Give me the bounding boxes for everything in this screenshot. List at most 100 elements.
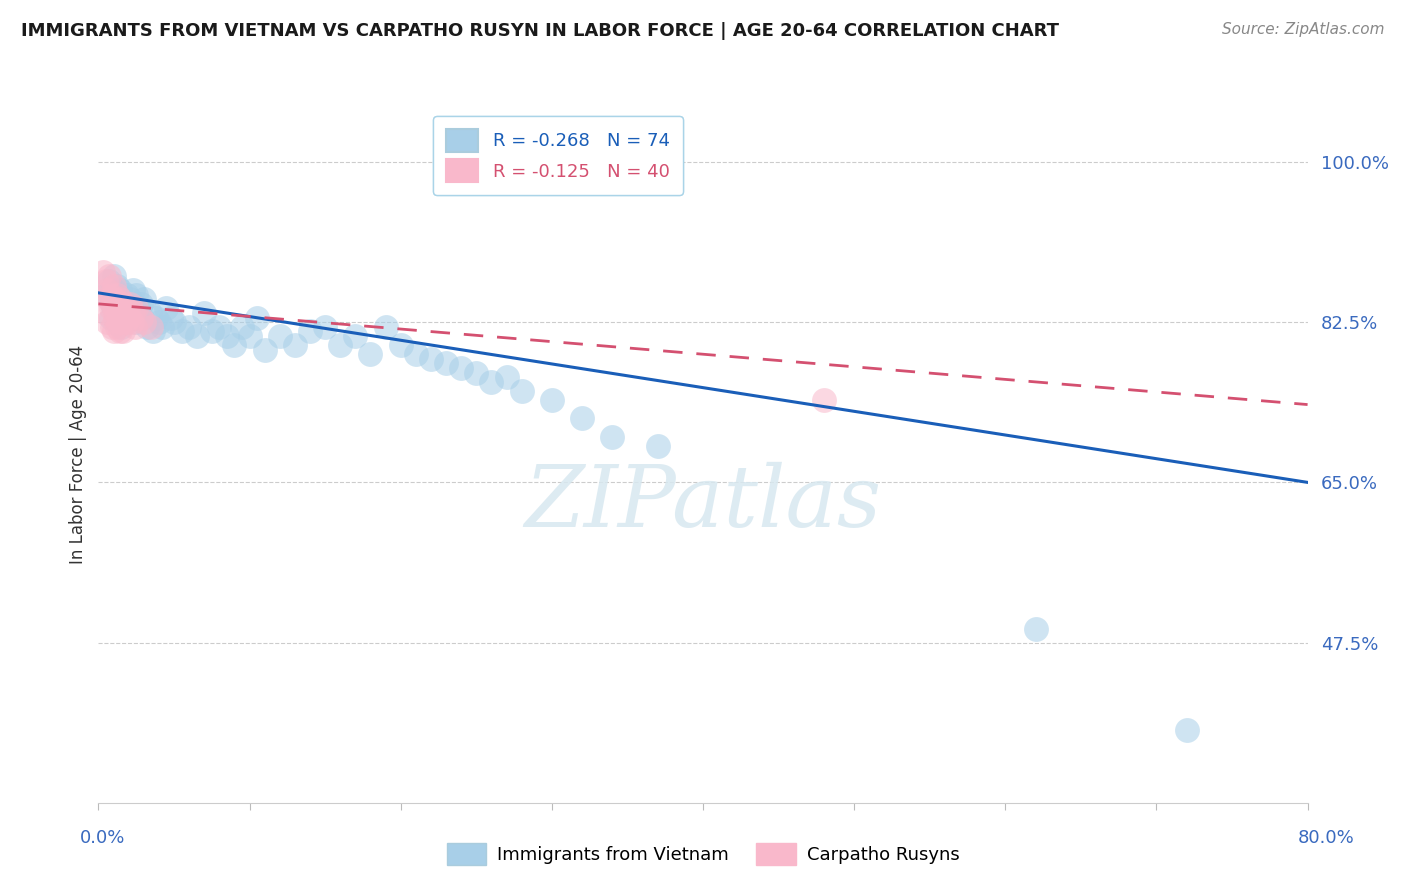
Point [177, 319, 201, 334]
Point [94, 287, 117, 301]
Point [94, 274, 117, 288]
Point [108, 324, 131, 338]
Point [201, 324, 224, 338]
Point [120, 297, 142, 311]
Point [103, 283, 125, 297]
Point [129, 310, 152, 325]
Point [96, 283, 118, 297]
Point [239, 329, 262, 343]
Point [96, 315, 118, 329]
Point [314, 319, 336, 334]
Point [602, 429, 624, 443]
Point [163, 315, 186, 329]
Point [299, 324, 322, 338]
Point [98, 274, 121, 288]
Text: ZIPatlas: ZIPatlas [524, 462, 882, 545]
Point [813, 392, 835, 407]
Point [125, 315, 148, 329]
Point [142, 324, 165, 338]
Point [141, 319, 163, 334]
Point [98, 293, 121, 307]
Point [104, 293, 127, 307]
Point [129, 297, 152, 311]
Point [111, 293, 134, 307]
Point [107, 287, 129, 301]
Point [132, 293, 155, 307]
Point [94, 306, 117, 320]
Text: 80.0%: 80.0% [1298, 829, 1354, 847]
Point [647, 439, 669, 453]
Point [105, 319, 128, 334]
Point [105, 301, 128, 316]
Point [284, 338, 307, 352]
Legend: Immigrants from Vietnam, Carpatho Rusyns: Immigrants from Vietnam, Carpatho Rusyns [437, 834, 969, 874]
Point [103, 269, 125, 284]
Point [540, 392, 562, 407]
Point [571, 411, 593, 425]
Point [434, 356, 457, 370]
Point [450, 361, 472, 376]
Point [510, 384, 533, 398]
Point [110, 315, 132, 329]
Point [108, 293, 131, 307]
Point [1024, 622, 1046, 636]
Point [224, 338, 246, 352]
Point [160, 310, 183, 325]
Point [122, 283, 145, 297]
Point [131, 310, 153, 325]
Point [208, 319, 231, 334]
Point [465, 366, 488, 380]
Point [104, 310, 127, 325]
Y-axis label: In Labor Force | Age 20-64: In Labor Force | Age 20-64 [69, 345, 87, 565]
Point [389, 338, 412, 352]
Point [115, 301, 138, 316]
Point [100, 301, 122, 316]
Point [103, 278, 125, 293]
Point [253, 343, 276, 357]
Point [118, 310, 141, 325]
Point [215, 329, 238, 343]
Point [114, 315, 136, 329]
Point [101, 297, 124, 311]
Point [110, 319, 132, 334]
Point [103, 301, 125, 316]
Legend: R = -0.268   N = 74, R = -0.125   N = 40: R = -0.268 N = 74, R = -0.125 N = 40 [433, 116, 682, 195]
Point [125, 301, 148, 316]
Point [231, 319, 253, 334]
Point [104, 293, 127, 307]
Point [405, 347, 427, 361]
Text: Source: ZipAtlas.com: Source: ZipAtlas.com [1222, 22, 1385, 37]
Point [100, 310, 122, 325]
Point [110, 301, 132, 316]
Point [121, 315, 143, 329]
Point [111, 324, 134, 338]
Point [419, 351, 441, 366]
Point [124, 310, 146, 325]
Point [101, 297, 124, 311]
Point [93, 287, 115, 301]
Point [107, 297, 129, 311]
Point [495, 370, 517, 384]
Point [105, 287, 128, 301]
Point [103, 324, 125, 338]
Point [145, 310, 167, 325]
Point [269, 329, 291, 343]
Point [125, 287, 148, 301]
Point [1175, 723, 1198, 737]
Point [101, 319, 124, 334]
Point [115, 287, 138, 301]
Point [122, 306, 145, 320]
Point [111, 306, 134, 320]
Point [246, 310, 269, 325]
Point [121, 297, 143, 311]
Point [150, 319, 173, 334]
Point [112, 301, 135, 316]
Point [186, 329, 208, 343]
Point [120, 293, 142, 307]
Point [112, 297, 135, 311]
Point [127, 301, 149, 316]
Point [193, 306, 215, 320]
Point [100, 287, 122, 301]
Point [110, 297, 132, 311]
Point [344, 329, 367, 343]
